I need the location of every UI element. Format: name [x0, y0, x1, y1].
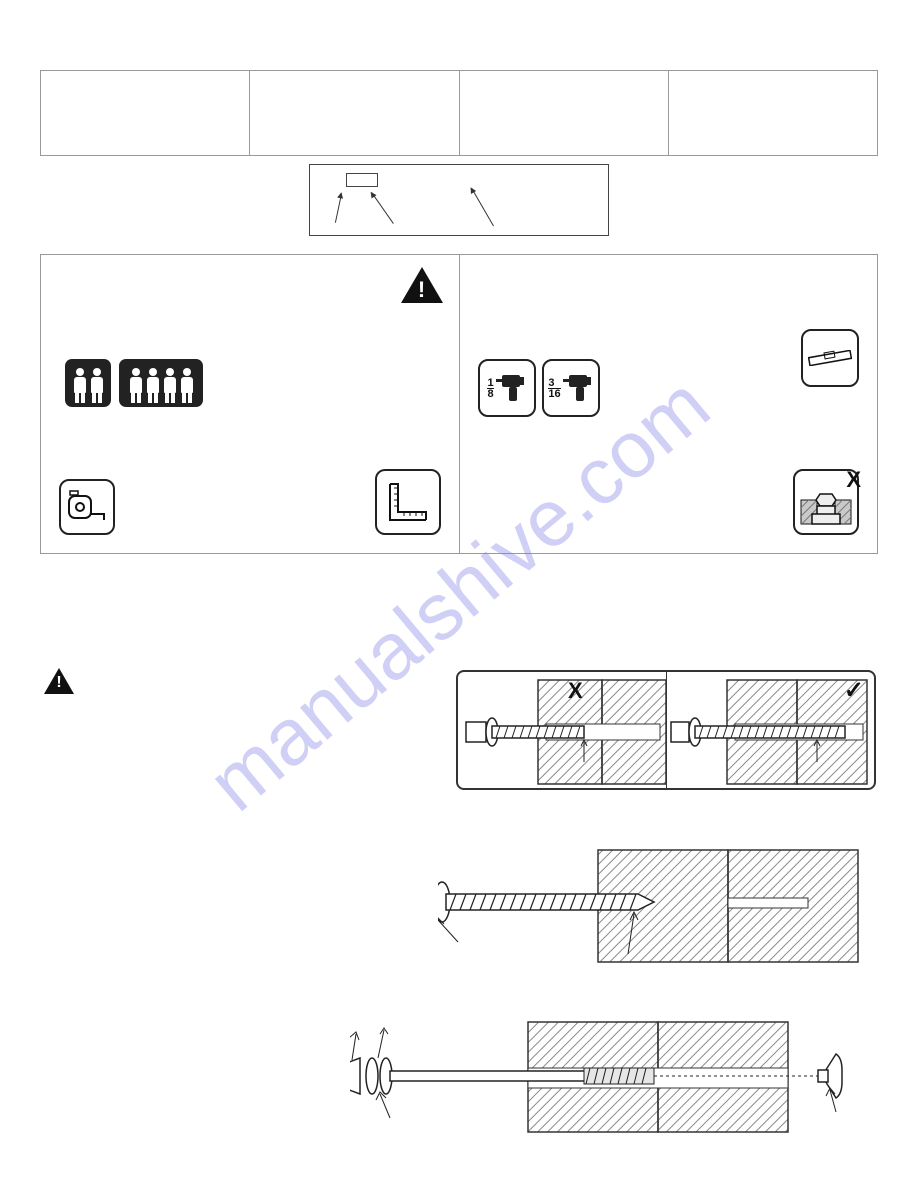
lag-bolt-diagram [438, 836, 878, 976]
x-mark-socket: X [846, 467, 861, 493]
drill2-bot: 16 [548, 388, 560, 399]
toggle-bolt-diagram [350, 1012, 880, 1142]
bolt-compare-box: X ✓ [456, 670, 876, 790]
right-panel: 1 8 3 16 [460, 255, 878, 553]
four-people-icon [119, 359, 203, 407]
x-mark-compare: X [568, 678, 583, 704]
tools-panels: ! [40, 254, 878, 554]
drill-3-16-icon: 3 16 [542, 359, 600, 417]
drill1-top: 1 [487, 378, 493, 388]
bolt-wrong: X [458, 672, 666, 788]
tape-measure-icon [59, 479, 115, 535]
top-cell-4 [669, 71, 877, 155]
top-cell-2 [250, 71, 459, 155]
bolt-right: ✓ [666, 672, 875, 788]
legend-arrow-1 [335, 193, 342, 223]
warning-icon-small: ! [44, 668, 74, 694]
level-icon [801, 329, 859, 387]
top-cell-1 [41, 71, 250, 155]
top-cell-3 [460, 71, 669, 155]
framing-square-icon [375, 469, 441, 535]
socket-no-icon: X [793, 469, 859, 535]
legend-arrow-2 [371, 192, 394, 224]
drill1-bot: 8 [487, 388, 493, 399]
left-panel: ! [41, 255, 460, 553]
drill2-top: 3 [548, 378, 560, 388]
legend-small-rect [346, 173, 378, 187]
drill-1-8-icon: 1 8 [478, 359, 536, 417]
legend-arrow-3 [471, 188, 494, 227]
two-people-icon [65, 359, 111, 407]
top-table [40, 70, 878, 156]
warning-icon: ! [401, 267, 443, 303]
check-mark-compare: ✓ [844, 676, 864, 705]
legend-box [309, 164, 609, 236]
